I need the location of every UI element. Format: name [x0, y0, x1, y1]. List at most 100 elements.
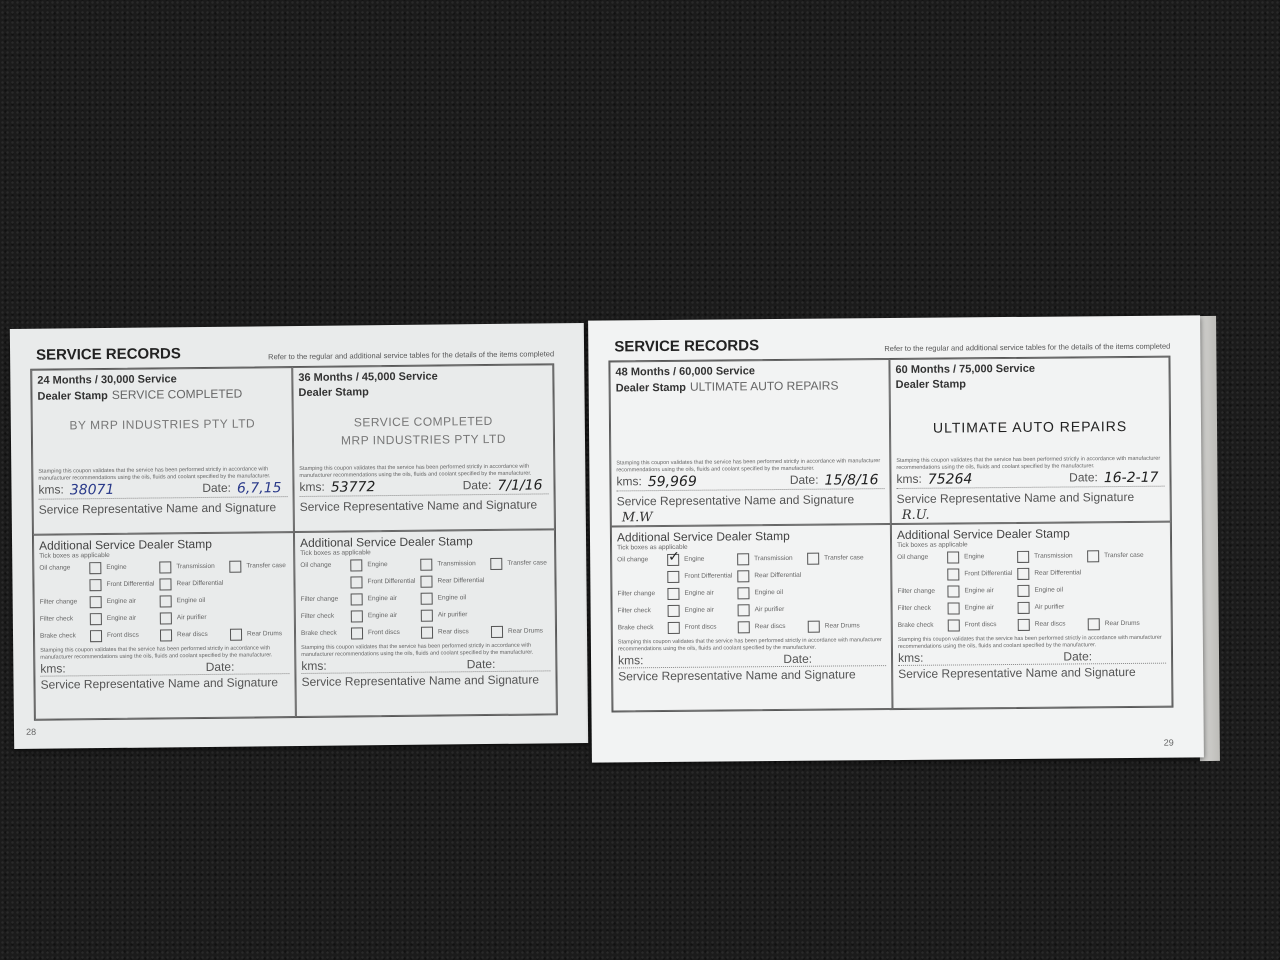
checkbox[interactable]: [667, 621, 680, 634]
checklist-option[interactable]: Engine air: [89, 612, 160, 625]
checkbox[interactable]: [89, 612, 102, 625]
checklist-option[interactable]: Rear Differential: [159, 577, 223, 590]
checkbox[interactable]: [350, 592, 363, 605]
checklist-option[interactable]: Engine oil: [737, 586, 783, 599]
checklist-option[interactable]: Engine air: [350, 592, 421, 605]
checkbox[interactable]: [490, 625, 504, 638]
checkbox[interactable]: [159, 594, 172, 607]
checklist-option[interactable]: Engine air: [89, 595, 160, 608]
checkbox[interactable]: [1087, 617, 1100, 630]
checkbox[interactable]: [350, 575, 363, 588]
checkbox[interactable]: [420, 626, 434, 639]
checkbox[interactable]: [350, 626, 364, 639]
kms-field[interactable]: 75264: [927, 471, 973, 488]
checklist-option[interactable]: Rear Differential: [420, 575, 484, 588]
signature-field[interactable]: M.W: [621, 510, 653, 526]
date-field[interactable]: 7/1/16: [497, 477, 543, 494]
checklist-option[interactable]: Engine: [667, 553, 737, 566]
checkbox[interactable]: [229, 560, 242, 573]
checkbox[interactable]: [737, 603, 750, 616]
checkbox[interactable]: [667, 553, 680, 566]
checklist-option[interactable]: Rear discs: [420, 625, 491, 639]
checkbox[interactable]: [947, 584, 960, 598]
checklist-option[interactable]: Transmission: [420, 557, 490, 571]
checklist-option[interactable]: Engine air: [947, 584, 1017, 598]
checkbox[interactable]: [420, 575, 433, 588]
checkbox[interactable]: [1017, 567, 1030, 580]
checkbox[interactable]: [1017, 601, 1030, 614]
checklist-option[interactable]: Front Differential: [667, 570, 737, 583]
date-field[interactable]: 15/8/16: [824, 472, 879, 489]
checklist-option[interactable]: Rear Drums: [807, 620, 860, 633]
checkbox[interactable]: [667, 604, 680, 617]
date-field[interactable]: 6,7,15: [236, 480, 282, 497]
checkbox[interactable]: [89, 595, 102, 608]
checklist-option[interactable]: Rear discs: [737, 620, 808, 633]
checklist-option[interactable]: Air purifier: [737, 603, 785, 616]
checkbox[interactable]: [807, 620, 820, 633]
checklist-option[interactable]: Engine oil: [159, 594, 206, 607]
checklist-option[interactable]: Engine oil: [420, 592, 467, 605]
checklist-option[interactable]: Engine oil: [1017, 584, 1063, 597]
checklist-option[interactable]: Transfer case: [490, 557, 547, 570]
checklist-option[interactable]: Rear discs: [1017, 618, 1088, 631]
checkbox[interactable]: [1087, 549, 1100, 562]
checkbox[interactable]: [947, 601, 960, 615]
checklist-option[interactable]: Front discs: [89, 629, 160, 642]
checklist-option[interactable]: Rear Differential: [737, 569, 801, 582]
checklist-option[interactable]: Engine air: [947, 601, 1018, 615]
checkbox[interactable]: [1017, 618, 1030, 631]
checkbox[interactable]: [490, 557, 503, 570]
checklist-option[interactable]: Engine air: [350, 609, 421, 622]
checkbox[interactable]: [737, 586, 750, 599]
checklist-option[interactable]: Air purifier: [159, 611, 207, 624]
checkbox[interactable]: [947, 550, 960, 564]
checklist-option[interactable]: Front discs: [350, 626, 421, 639]
checklist-option[interactable]: Engine: [947, 550, 1017, 564]
checkbox[interactable]: [420, 592, 433, 605]
checkbox[interactable]: [1017, 584, 1030, 597]
checkbox[interactable]: [350, 558, 363, 571]
checkbox[interactable]: [737, 552, 750, 565]
checklist-option[interactable]: Front discs: [947, 618, 1018, 632]
checklist-option[interactable]: Rear Drums: [490, 625, 543, 638]
checkbox[interactable]: [159, 628, 173, 641]
checklist-option[interactable]: Rear Drums: [1087, 617, 1140, 630]
checkbox[interactable]: [1017, 550, 1030, 563]
checklist-option[interactable]: Transmission: [1017, 550, 1087, 563]
kms-field[interactable]: 59,969: [647, 473, 697, 491]
checklist-option[interactable]: Engine air: [667, 604, 738, 617]
checkbox[interactable]: [89, 629, 103, 642]
date-field[interactable]: 16-2-17: [1103, 469, 1159, 487]
checklist-option[interactable]: Transfer case: [229, 560, 286, 573]
checkbox[interactable]: [350, 609, 363, 622]
checklist-option[interactable]: Front Differential: [89, 578, 159, 591]
checklist-option[interactable]: Rear discs: [159, 628, 230, 641]
checklist-option[interactable]: Engine: [350, 558, 420, 571]
checkbox[interactable]: [807, 552, 820, 565]
checkbox[interactable]: [420, 609, 433, 622]
checklist-option[interactable]: Engine: [89, 561, 159, 574]
checkbox[interactable]: [229, 628, 243, 641]
checkbox[interactable]: [947, 567, 960, 581]
checkbox[interactable]: [737, 569, 750, 582]
checkbox[interactable]: [159, 560, 172, 573]
checkbox[interactable]: [667, 587, 680, 600]
checkbox[interactable]: [667, 570, 680, 583]
checklist-option[interactable]: Engine air: [667, 587, 737, 600]
kms-field[interactable]: 53772: [330, 479, 376, 496]
checklist-option[interactable]: Transfer case: [1087, 549, 1144, 562]
checkbox[interactable]: [947, 618, 960, 632]
checklist-option[interactable]: Front Differential: [947, 567, 1017, 581]
checklist-option[interactable]: Transmission: [737, 552, 807, 565]
checkbox[interactable]: [89, 578, 102, 591]
checklist-option[interactable]: Transfer case: [807, 552, 864, 565]
checklist-option[interactable]: Air purifier: [1017, 601, 1065, 614]
checklist-option[interactable]: Transmission: [159, 560, 229, 573]
checkbox[interactable]: [89, 561, 102, 574]
checklist-option[interactable]: Air purifier: [420, 609, 468, 622]
signature-field[interactable]: R.U.: [901, 507, 930, 523]
kms-field[interactable]: 38071: [69, 481, 115, 499]
checklist-option[interactable]: Front Differential: [350, 575, 420, 588]
checklist-option[interactable]: Front discs: [667, 621, 738, 634]
